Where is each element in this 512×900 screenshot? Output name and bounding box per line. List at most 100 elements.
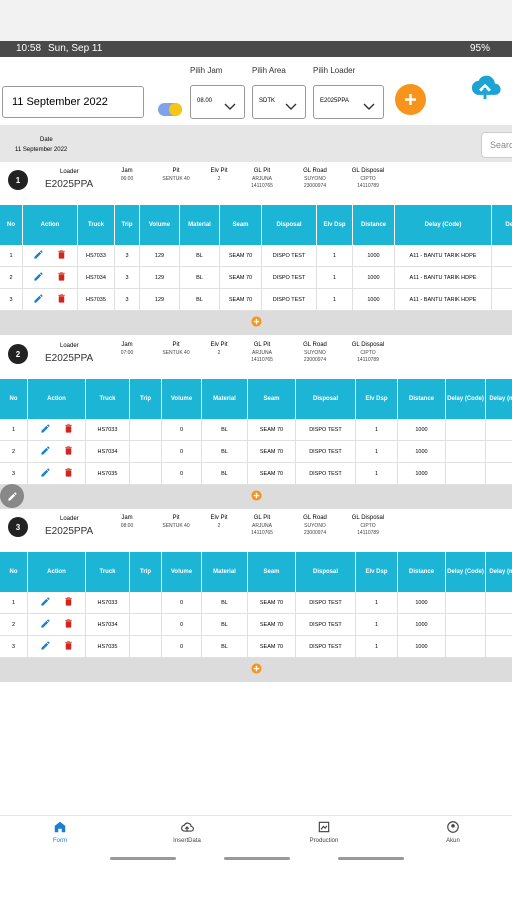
delete-button[interactable] [63,467,74,480]
toggle-knob [169,103,182,116]
floating-edit[interactable] [0,484,24,508]
column-header: Disposal [296,379,356,419]
add-row-button[interactable] [250,314,262,332]
date-picker[interactable]: 11 September 2022 [2,86,144,118]
dropdown-label: Pilih Area [252,66,286,75]
edit-button[interactable] [40,640,51,653]
nav-icon[interactable] [180,820,194,839]
edit-button[interactable] [40,423,51,436]
table-cell [486,463,512,485]
edit-button[interactable] [40,445,51,458]
loader-value: E2025PPA [45,526,94,537]
delete-button[interactable] [63,618,74,631]
edit-button[interactable] [33,249,44,262]
field-value: SUYONO [304,350,326,356]
table-cell [130,441,162,463]
delete-button[interactable] [63,423,74,436]
table-cell: SEAM 70 [220,245,262,267]
table-cell [492,289,512,311]
field-label: GL Disposal [351,168,385,174]
table-cell: SEAM 70 [248,592,296,614]
edit-button[interactable] [40,467,51,480]
delete-button[interactable] [63,445,74,458]
edit-button[interactable] [40,618,51,631]
edit-button[interactable] [33,271,44,284]
cell-text: 1000 [415,621,428,628]
date-label: Date [40,137,53,143]
field-label: GL Road [303,515,327,521]
field-value: 2 [217,523,221,529]
table-cell: HS7034 [78,267,115,289]
field-label: GL Pit [253,515,271,521]
search-box[interactable]: Search [481,132,512,158]
cell-text: SEAM 70 [228,274,253,281]
icon [54,821,66,833]
edit-button[interactable] [33,293,44,306]
column-header: No [0,379,28,419]
table-cell [130,419,162,441]
icon [318,821,330,833]
icon [471,75,501,100]
delete-button[interactable] [56,293,67,306]
field-label: Pit [172,168,180,174]
cell-text: HS7034 [97,621,118,628]
cell-text: BL [221,621,228,628]
nav-icon[interactable] [446,820,460,839]
field-value: 07:00 [120,350,134,356]
add-row-button[interactable] [250,488,262,506]
cell-text: 1 [332,252,337,259]
nav-icon[interactable] [53,820,67,839]
field-value: 06:00 [120,176,134,182]
loader-label: Loader [60,343,79,349]
table-cell: SEAM 70 [248,441,296,463]
delete-button[interactable] [63,596,74,609]
cell-text: 1000 [367,274,380,281]
loader-value: E2025PPA [45,353,94,364]
toggle[interactable] [158,103,182,116]
table-cell: BL [180,289,220,311]
cell-text: DISPO TEST [309,470,342,477]
delete-button[interactable] [56,271,67,284]
field-value: 23000974 [303,183,327,189]
cell-text: DISPO TEST [309,599,342,606]
section-number: 2 [8,344,28,364]
column-header: Elv Dsp [356,379,398,419]
nav-label[interactable]: InsertData [173,838,201,844]
column-header: Distance [398,552,446,592]
dropdown[interactable]: E2025PPA [313,85,384,119]
cell-text: 0 [179,599,184,606]
icon [404,93,417,106]
add-row-button[interactable] [250,661,262,679]
cell-text: BL [221,426,228,433]
delete-button[interactable] [63,640,74,653]
edit-button[interactable] [40,596,51,609]
add-button[interactable] [395,84,426,115]
nav-label[interactable]: Akun [446,838,460,844]
table-cell [28,419,86,441]
table-cell [23,245,78,267]
dropdown[interactable]: 08.00 [190,85,245,119]
cell-text: SEAM 70 [259,643,284,650]
field-value: 2 [217,176,221,182]
nav-label[interactable]: Production [309,838,339,844]
table-cell: 1 [356,463,398,485]
field-value: 14110765 [251,357,273,363]
field-value: SENTUK 40 [162,523,190,529]
field-value: 14110789 [357,530,379,536]
icon [64,641,72,650]
delete-button[interactable] [56,249,67,262]
upload-button[interactable] [468,66,502,109]
column-header: Volume [140,205,180,245]
table-cell [28,592,86,614]
table-cell [28,441,86,463]
field-value: 23000974 [303,357,327,363]
nav-label[interactable]: Form [53,838,67,844]
cell-text: 0 [179,470,184,477]
table-cell: BL [180,245,220,267]
nav-icon[interactable] [317,820,331,839]
table-cell: DISPO TEST [296,614,356,636]
cell-text: DISPO TEST [309,448,342,455]
dropdown[interactable]: SDTK [252,85,306,119]
status-battery: 95% [470,43,491,54]
cell-text: DISPO TEST [309,643,342,650]
